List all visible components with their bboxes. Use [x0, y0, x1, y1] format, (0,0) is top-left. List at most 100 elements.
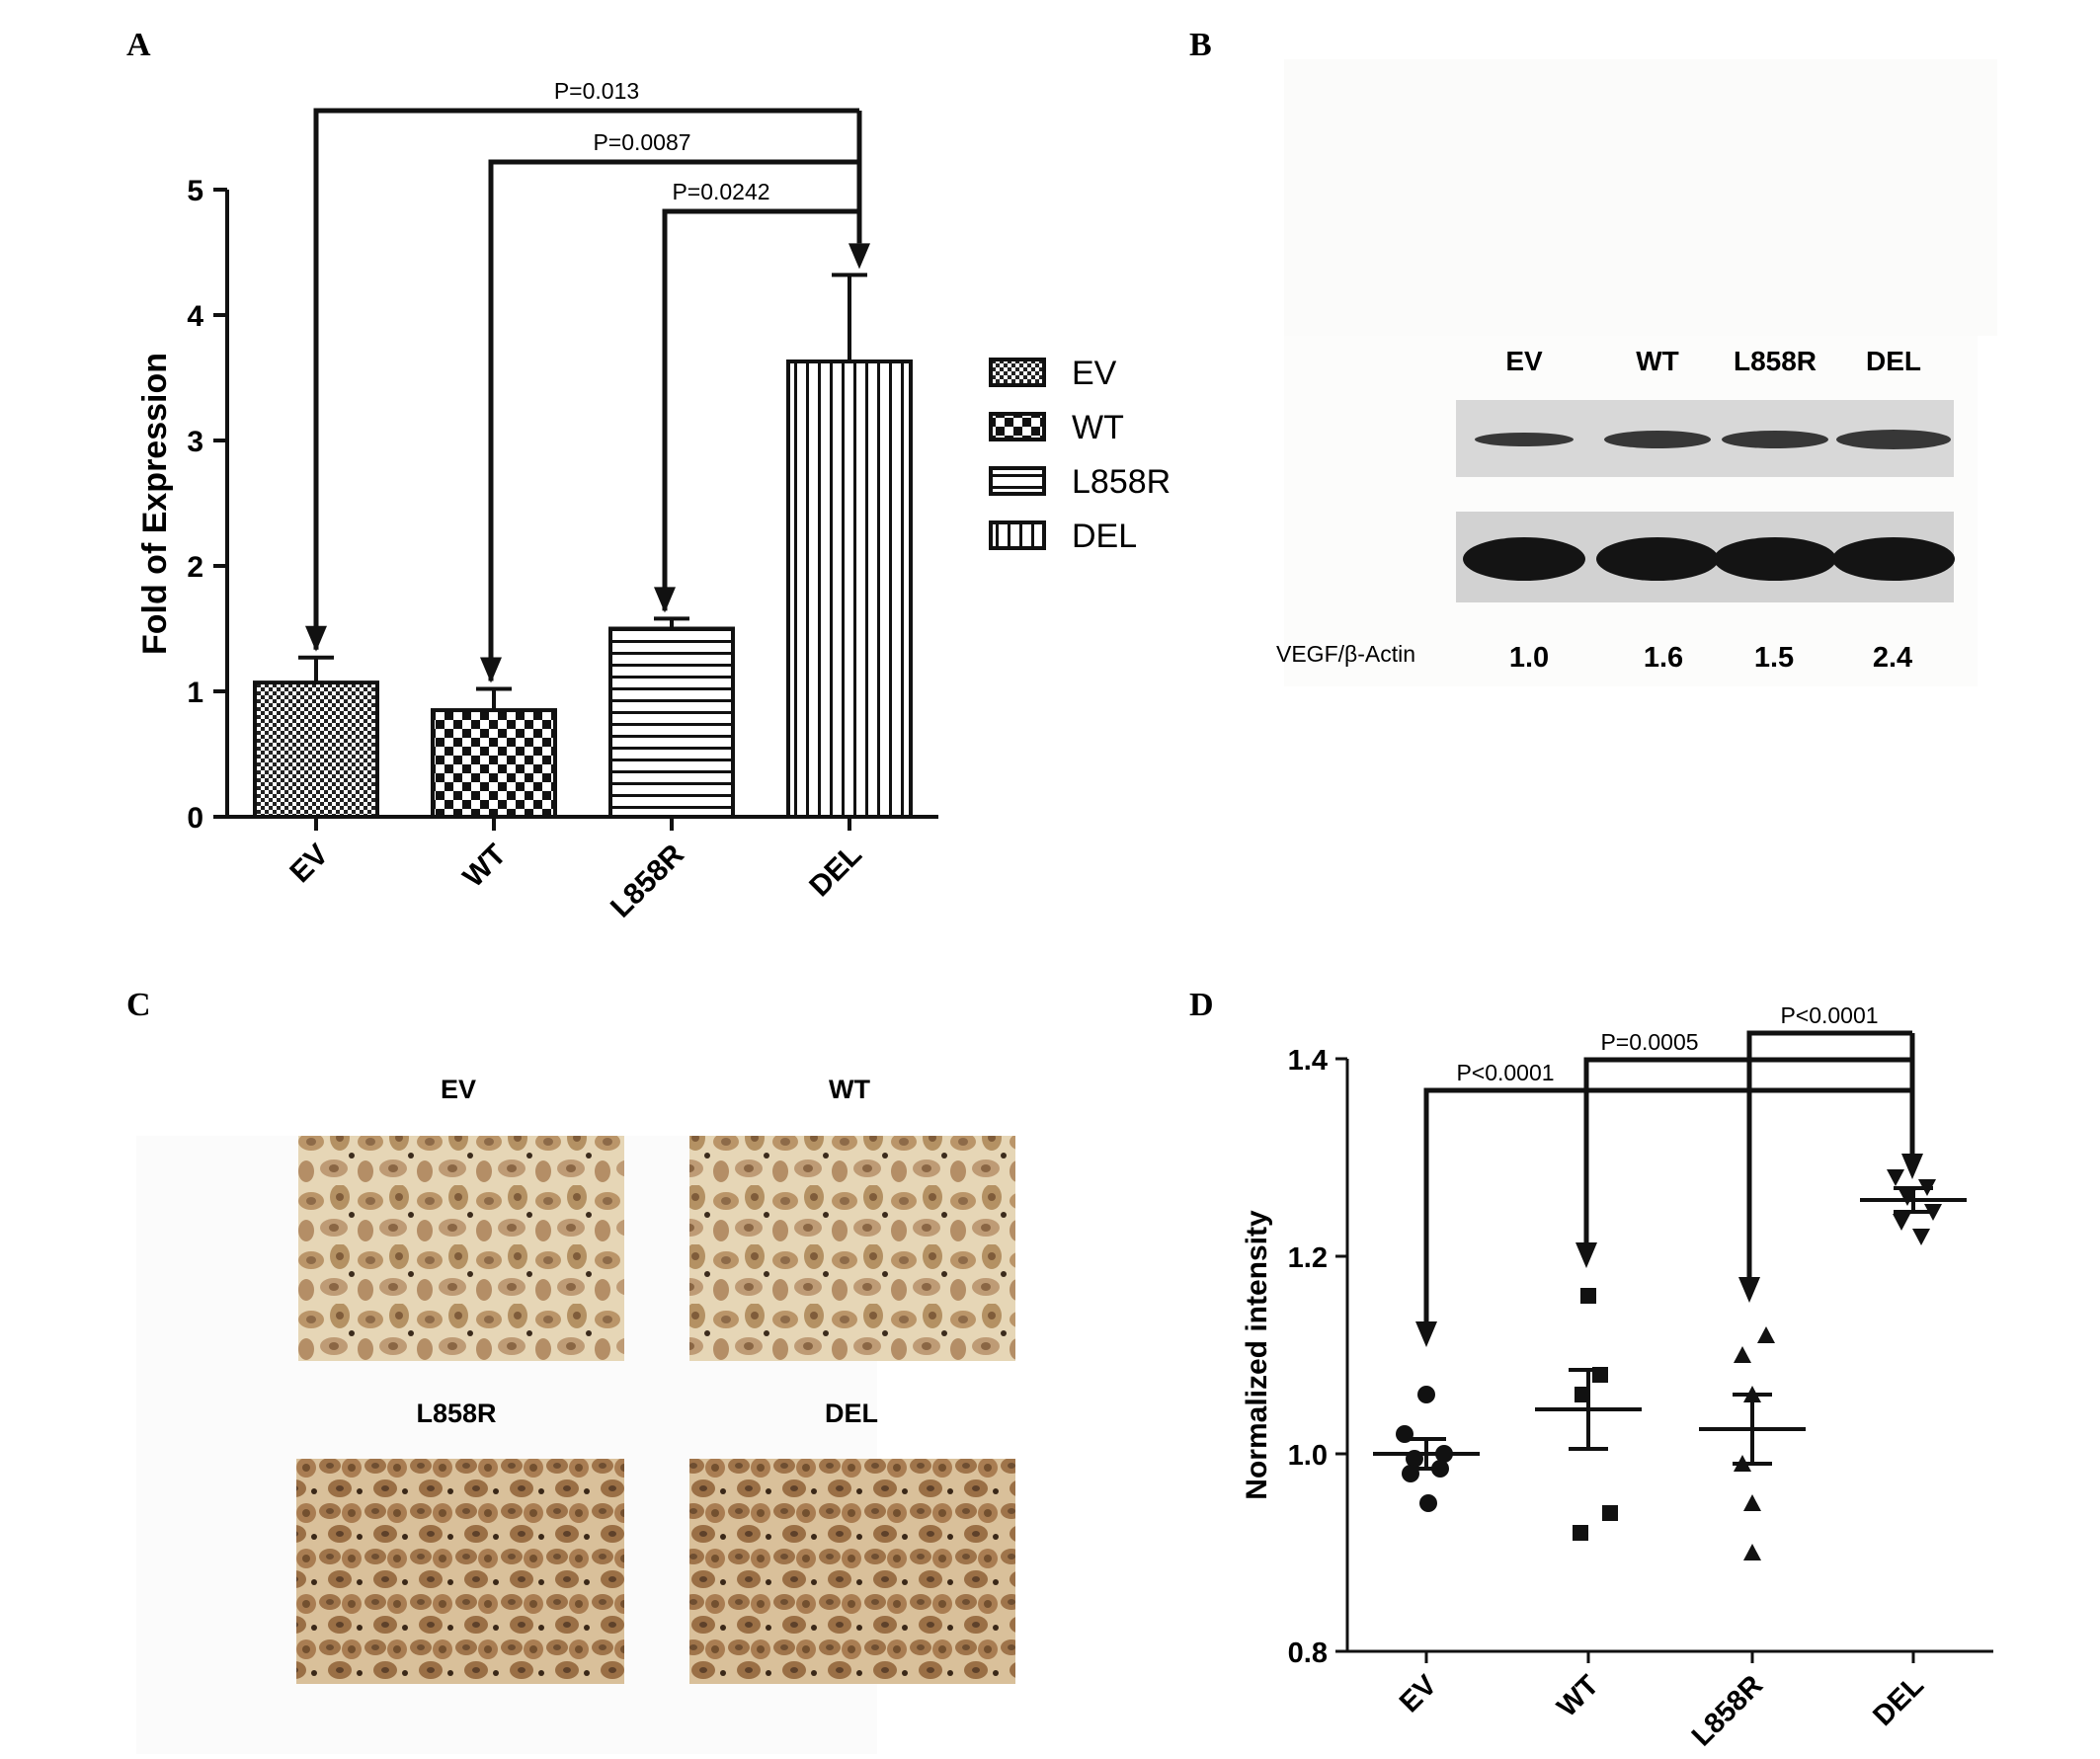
- panel-d-x-tick-label: WT: [1551, 1669, 1605, 1723]
- panel-d-comparison-bracket: [1746, 1030, 1912, 1281]
- micrograph-label: WT: [829, 1075, 870, 1104]
- panel-d-point: [1602, 1505, 1618, 1521]
- actin-band: [1463, 537, 1585, 581]
- panel-d-y-tick-label: 1.4: [1288, 1045, 1328, 1077]
- panel-a-legend-label: L858R: [1072, 463, 1171, 501]
- blot-ratio-value: 2.4: [1873, 642, 1912, 674]
- micrograph-label: EV: [441, 1075, 476, 1104]
- panel-d-x-tick-label: DEL: [1867, 1669, 1930, 1732]
- vegf-band: [1475, 433, 1574, 446]
- panel-b-western-blot: EV WT L858R DEL VEGF/β-Actin 1.0 1.6 1.5 2.4: [1276, 59, 1997, 686]
- panel-a-comparison-arrowhead: [480, 657, 502, 683]
- panel-a-y-tick-label: 5: [187, 175, 203, 207]
- panel-d-point: [1887, 1169, 1904, 1186]
- panel-a-legend-swatch: [989, 466, 1046, 496]
- panel-a-legend-label: EV: [1072, 355, 1117, 392]
- panel-d-x-tick-label: L858R: [1686, 1669, 1769, 1752]
- panel-a-bar-ev: [253, 680, 379, 819]
- panel-a-comparison-bracket: [313, 108, 859, 650]
- panel-a-y-tick-label: 3: [187, 426, 203, 458]
- micrograph-image-l858r: [296, 1459, 624, 1684]
- panel-a-legend-swatch: [989, 358, 1046, 387]
- panel-a-legend-label: DEL: [1072, 518, 1137, 555]
- panel-a-y-axis-label: Fold of Expression: [136, 353, 174, 655]
- blot-lane-label: EV: [1505, 346, 1543, 376]
- micrograph-image-wt: [689, 1136, 1015, 1361]
- blot-ratio-value: 1.0: [1509, 642, 1549, 674]
- panel-a-bar-del: [786, 359, 913, 819]
- panel-c-micrographs: EV WT L858R DEL: [136, 1075, 1015, 1758]
- panel-a-y-tick-label: 1: [187, 677, 203, 709]
- panel-d-point: [1580, 1288, 1596, 1304]
- actin-band: [1596, 537, 1719, 581]
- actin-band: [1832, 537, 1955, 581]
- panel-a-y-tick-label: 4: [187, 300, 203, 333]
- panel-d-point: [1743, 1494, 1761, 1511]
- panel-a-y-tick-label: 0: [187, 802, 203, 835]
- panel-letter-b: B: [1189, 27, 1212, 63]
- panel-d-point: [1419, 1494, 1437, 1512]
- panel-a-x-tick-label: EV: [283, 839, 335, 890]
- panel-a-comparison-bracket: [662, 208, 859, 611]
- panel-letter-d: D: [1189, 987, 1214, 1023]
- panel-a-comparison-label: P=0.0087: [593, 129, 690, 155]
- vegf-band: [1722, 431, 1828, 448]
- blot-lane-label: DEL: [1866, 346, 1921, 376]
- panel-d-point: [1912, 1229, 1930, 1245]
- panel-d-comparison-bracket: [1423, 1087, 1912, 1325]
- panel-a-comparison-arrowhead: [654, 587, 676, 613]
- panel-d-point: [1893, 1214, 1910, 1231]
- micrograph-image-ev: [298, 1136, 624, 1361]
- panel-a-x-tick-label: WT: [457, 839, 513, 894]
- blot-background: [1284, 336, 1978, 686]
- panel-d-point: [1743, 1544, 1761, 1560]
- panel-letter-c: C: [126, 987, 151, 1023]
- panel-d-point: [1734, 1346, 1751, 1363]
- blot-lane-label: WT: [1636, 346, 1679, 376]
- panel-a-bar-chart: 0 1 2 3 4 5 EV WT L858R DEL P=0.013 P=0.0087 P=0.0…: [136, 78, 1171, 924]
- panel-a-y-tick-label: 2: [187, 551, 203, 584]
- panel-d-y-tick-label: 0.8: [1288, 1638, 1328, 1669]
- panel-d-comparison-arrowhead: [1415, 1321, 1437, 1347]
- panel-a-comparison-arrowhead: [305, 625, 327, 652]
- panel-a-legend-swatch: [989, 412, 1046, 441]
- panel-d-y-tick-label: 1.2: [1288, 1242, 1328, 1274]
- panel-d-comparison-bracket: [1583, 1057, 1912, 1246]
- panel-d-comparison-label: P<0.0001: [1780, 1002, 1878, 1028]
- panel-letter-a: A: [126, 27, 151, 63]
- blot-blank-area: [1284, 59, 1997, 336]
- panel-d-point: [1757, 1326, 1775, 1343]
- panel-a-legend: EV WT L858R DEL: [989, 355, 1171, 555]
- panel-a-legend-label: WT: [1072, 409, 1124, 446]
- panel-d-comparison-label: P<0.0001: [1456, 1060, 1554, 1085]
- panel-d-y-axis-label: Normalized intensity: [1241, 1210, 1273, 1500]
- micrograph-label: L858R: [416, 1399, 496, 1428]
- blot-ratio-value: 1.6: [1644, 642, 1683, 674]
- panel-a-comparison-label: P=0.013: [554, 78, 639, 104]
- panel-d-scatter-chart: 0.8 1.0 1.2 1.4 EV WT L858R DEL P<0.0001 P=0.00…: [1241, 1002, 1993, 1753]
- micrograph-label: DEL: [825, 1399, 878, 1428]
- actin-band: [1714, 537, 1836, 581]
- panel-d-comparison-arrowhead: [1575, 1242, 1597, 1268]
- panel-a-x-tick-label: L858R: [605, 838, 690, 923]
- panel-d-point: [1573, 1525, 1588, 1541]
- panel-d-comparison-arrowhead: [1901, 1154, 1923, 1179]
- panel-d-point: [1417, 1386, 1435, 1403]
- panel-a-legend-swatch: [989, 520, 1046, 550]
- panel-a-x-tick-label: DEL: [803, 839, 868, 904]
- panel-d-comparison-arrowhead: [1738, 1277, 1760, 1303]
- panel-a-comparison-arrowhead: [848, 243, 870, 270]
- blot-lane-label: L858R: [1734, 346, 1817, 376]
- blot-ratio-label: VEGF/β-Actin: [1276, 641, 1415, 667]
- panel-a-comparison-label: P=0.0242: [672, 179, 769, 204]
- blot-ratio-value: 1.5: [1754, 642, 1794, 674]
- vegf-band: [1604, 431, 1711, 448]
- panel-d-y-tick-label: 1.0: [1288, 1440, 1328, 1472]
- panel-a-bar-wt: [431, 708, 557, 819]
- panel-d-x-tick-label: EV: [1394, 1669, 1443, 1719]
- panel-d-comparison-label: P=0.0005: [1600, 1029, 1698, 1055]
- panel-a-bar-l858r: [608, 626, 735, 819]
- panel-a-comparison-bracket: [488, 159, 859, 681]
- vegf-band: [1836, 430, 1951, 449]
- micrograph-image-del: [689, 1459, 1015, 1684]
